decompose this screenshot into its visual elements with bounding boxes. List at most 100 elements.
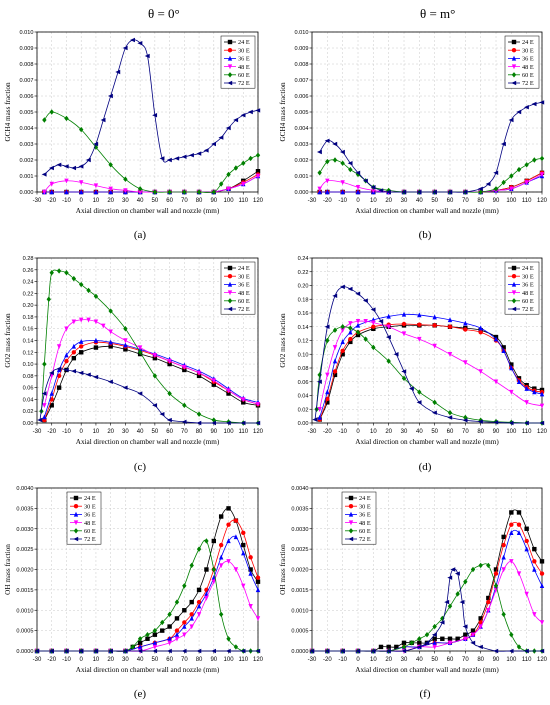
data-point (378, 319, 384, 324)
data-point (130, 37, 135, 43)
data-point (516, 571, 522, 577)
y-tick-label: 0.003 (295, 142, 309, 148)
data-point (539, 172, 545, 178)
legend-marker (511, 274, 517, 279)
data-point (509, 559, 514, 565)
data-point (477, 419, 483, 424)
x-tick-label: -10 (338, 198, 347, 204)
data-point (49, 390, 54, 396)
data-point (348, 325, 353, 331)
x-tick-label: 50 (431, 657, 438, 663)
data-point (255, 420, 261, 426)
y-tick-label: 0.06 (23, 386, 34, 392)
chart-panel-2: -30 -20 -10 0 10 20 30 40 50 60 70 80 90 100 110 120 0.0… (279, 30, 548, 241)
data-point (462, 624, 468, 629)
y-axis-label: OH mass fraction (279, 544, 287, 595)
x-tick-label: 70 (181, 429, 188, 435)
y-tick-label: 0.0000 (16, 649, 33, 655)
data-point (516, 510, 522, 515)
y-axis-label: GO2 mass fraction (279, 313, 287, 368)
data-point (539, 403, 545, 409)
x-tick-label: -30 (308, 198, 317, 204)
data-point (93, 648, 99, 654)
data-point (79, 344, 84, 349)
y-tick-label: 0.08 (23, 374, 34, 380)
data-point (532, 612, 537, 618)
data-point (218, 514, 224, 519)
data-point (431, 410, 437, 415)
data-point (123, 326, 128, 332)
y-tick-label: 0.0040 (291, 486, 308, 492)
data-point (340, 180, 345, 186)
data-point (107, 379, 113, 384)
data-point (493, 379, 499, 385)
legend-marker (511, 298, 517, 304)
series-line (311, 563, 542, 652)
data-point (386, 324, 391, 330)
data-point (211, 420, 216, 426)
data-point (56, 373, 62, 379)
data-point (211, 382, 216, 387)
series-72-e (312, 284, 545, 426)
data-point (317, 170, 322, 176)
data-point (255, 648, 261, 654)
data-point (509, 365, 514, 371)
legend-label: 30 E (238, 273, 250, 280)
data-point (532, 546, 537, 552)
data-point (152, 403, 158, 408)
x-tick-label: 110 (522, 198, 532, 204)
data-point (204, 595, 209, 601)
x-tick-label: 20 (107, 657, 114, 663)
data-point (509, 362, 514, 367)
data-point (41, 172, 47, 177)
data-point (355, 332, 361, 338)
y-tick-label: 0.000 (20, 190, 34, 196)
data-point (71, 165, 77, 171)
data-point (332, 157, 338, 163)
data-point (152, 627, 158, 634)
data-point (255, 108, 261, 113)
data-point (401, 369, 407, 374)
data-point (71, 319, 77, 325)
x-tick-label: 80 (196, 198, 203, 204)
data-point (159, 411, 165, 417)
data-point (79, 126, 84, 133)
y-tick-label: 0.005 (295, 110, 309, 116)
data-point (493, 170, 499, 175)
x-tick-label: -10 (62, 429, 71, 435)
data-point (196, 587, 202, 593)
legend-label: 24 E (238, 39, 250, 46)
legend-label: 36 E (522, 282, 534, 289)
x-tick-label: 0 (80, 657, 84, 663)
x-tick-label: -20 (47, 198, 56, 204)
chart-panel-3: -30 -20 -10 0 10 20 30 40 50 60 70 80 90 100 110 120 0.0… (4, 256, 264, 473)
data-point (49, 165, 54, 171)
data-point (447, 317, 453, 323)
x-tick-label: 60 (447, 657, 454, 663)
x-tick-label: -30 (308, 429, 317, 435)
x-tick-label: 30 (122, 429, 129, 435)
series-72-e (41, 37, 261, 177)
data-point (332, 293, 338, 299)
data-point (478, 330, 483, 335)
data-point (166, 157, 172, 163)
x-tick-label: 70 (181, 657, 188, 663)
legend-label: 24 E (522, 265, 534, 272)
y-tick-label: 0.006 (20, 94, 34, 100)
legend: 24 E30 E 36 E48 E60 E72 E (220, 261, 256, 315)
x-tick-label: 100 (224, 198, 235, 204)
data-point (501, 567, 506, 573)
data-point (539, 620, 545, 626)
x-tick-label: 20 (107, 198, 114, 204)
x-tick-label: 70 (462, 198, 469, 204)
data-point (137, 186, 143, 192)
legend-marker (73, 520, 79, 526)
legend-box (341, 491, 377, 545)
data-point (218, 181, 224, 187)
data-point (347, 286, 353, 292)
legend-marker (511, 306, 517, 312)
data-point (485, 181, 491, 187)
x-tick-label: 80 (196, 657, 203, 663)
data-point (79, 281, 84, 288)
data-point (64, 352, 69, 358)
